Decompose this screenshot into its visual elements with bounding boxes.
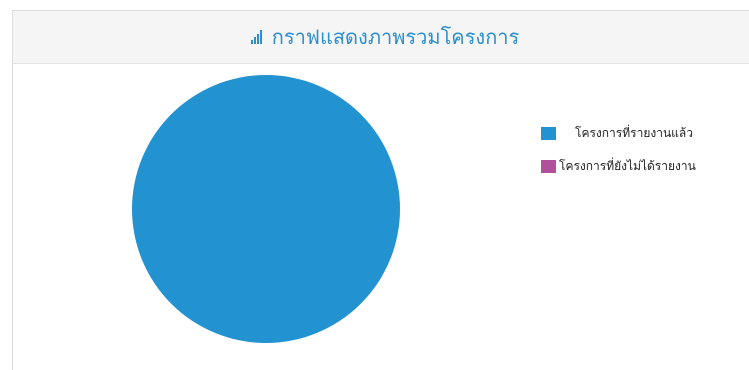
bar-chart-icon <box>251 30 262 44</box>
chart-legend: โครงการที่รายงานแล้ว โครงการที่ยังไม่ได้… <box>541 124 696 190</box>
legend-item-not-reported[interactable]: โครงการที่ยังไม่ได้รายงาน <box>541 157 696 176</box>
panel-title: กราฟแสดงภาพรวมโครงการ <box>272 21 520 53</box>
legend-label-not-reported: โครงการที่ยังไม่ได้รายงาน <box>559 157 696 176</box>
pie-chart <box>13 64 513 364</box>
pie-chart-area: โครงการที่รายงานแล้ว โครงการที่ยังไม่ได้… <box>13 64 749 364</box>
panel-header: กราฟแสดงภาพรวมโครงการ <box>13 11 749 64</box>
legend-swatch-not-reported <box>541 160 556 173</box>
legend-label-reported: โครงการที่รายงานแล้ว <box>575 124 693 143</box>
pie-slice-0[interactable] <box>132 75 400 343</box>
legend-swatch-reported <box>541 127 556 140</box>
chart-panel: กราฟแสดงภาพรวมโครงการ โครงการที่รายงานแล… <box>12 10 749 370</box>
legend-item-reported[interactable]: โครงการที่รายงานแล้ว <box>541 124 696 143</box>
